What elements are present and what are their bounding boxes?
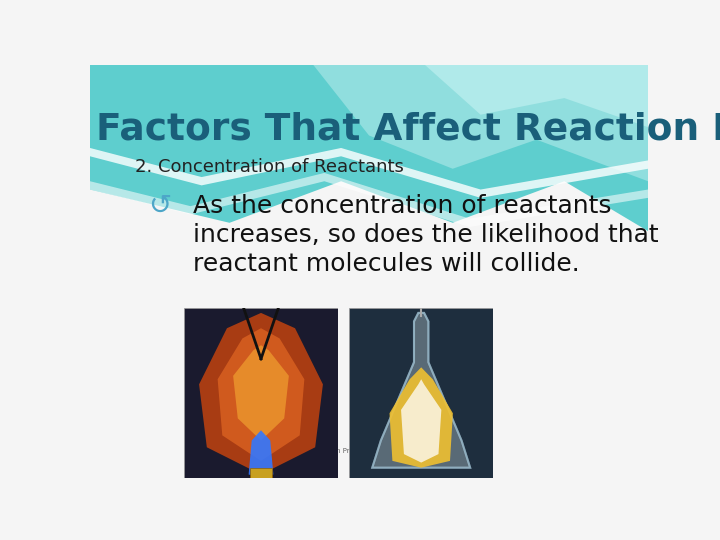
Polygon shape xyxy=(372,313,470,468)
Text: (a): (a) xyxy=(287,431,301,441)
Polygon shape xyxy=(390,367,453,468)
Polygon shape xyxy=(313,65,648,181)
Polygon shape xyxy=(90,173,648,227)
Bar xyxy=(250,468,272,485)
Polygon shape xyxy=(233,345,289,441)
Polygon shape xyxy=(248,430,274,478)
Text: Factors That Affect Reaction Rates: Factors That Affect Reaction Rates xyxy=(96,111,720,147)
Text: Copyright (c) 2004 Pearson Prentice Hall, Inc.: Copyright (c) 2004 Pearson Prentice Hall… xyxy=(245,448,404,454)
Polygon shape xyxy=(90,65,648,231)
Text: reactant molecules will collide.: reactant molecules will collide. xyxy=(193,252,580,276)
Text: increases, so does the likelihood that: increases, so does the likelihood that xyxy=(193,223,659,247)
Polygon shape xyxy=(184,308,338,478)
Polygon shape xyxy=(90,148,648,198)
Text: As the concentration of reactants: As the concentration of reactants xyxy=(193,194,612,218)
Polygon shape xyxy=(199,313,323,475)
Polygon shape xyxy=(401,379,441,463)
Text: ↺: ↺ xyxy=(148,192,172,220)
Polygon shape xyxy=(349,308,493,478)
Polygon shape xyxy=(217,328,305,461)
Polygon shape xyxy=(425,65,648,127)
Text: 2. Concentration of Reactants: 2. Concentration of Reactants xyxy=(135,158,403,176)
Text: (b): (b) xyxy=(411,431,426,441)
